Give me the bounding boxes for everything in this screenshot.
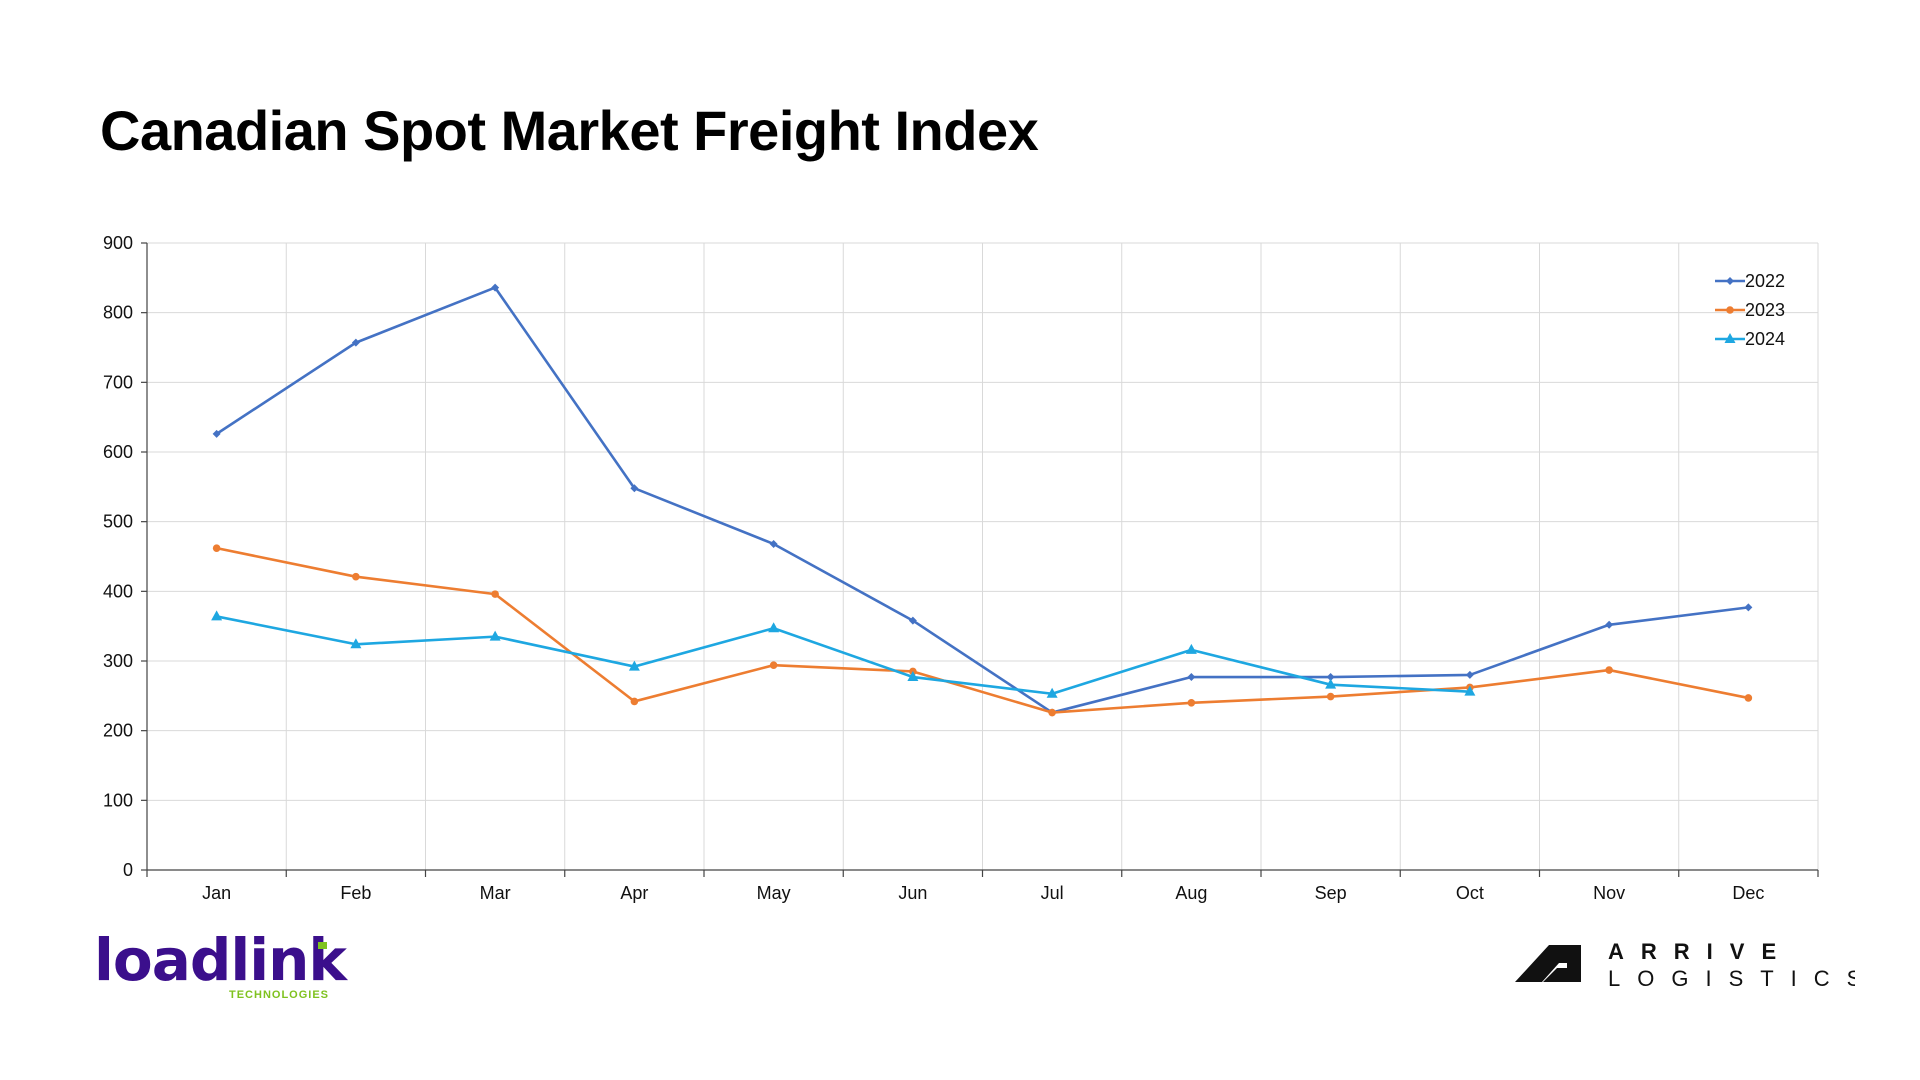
- data-point-2022: [351, 338, 360, 347]
- legend-label-2022: 2022: [1745, 271, 1785, 291]
- line-chart: 0 100 200 300 400 500 600 700 800 900 Jan Feb Mar Apr…: [103, 233, 1819, 903]
- x-tick-label: May: [757, 883, 791, 903]
- y-tick-label: 400: [103, 581, 133, 601]
- x-tick-label: Jan: [202, 883, 231, 903]
- data-point-2023: [1187, 699, 1196, 707]
- data-point-2023: [1744, 694, 1753, 702]
- arrive-wordmark: ARRIVE: [1608, 939, 1793, 964]
- data-point-2024: [1046, 687, 1058, 698]
- legend-label-2024: 2024: [1745, 329, 1785, 349]
- data-point-2022: [908, 616, 917, 625]
- legend-swatch-marker: [1726, 306, 1734, 314]
- y-tick-label: 600: [103, 442, 133, 462]
- loadlink-tagline: TECHNOLOGIES: [229, 989, 329, 1001]
- data-point-2023: [630, 697, 639, 706]
- y-tick-label: 200: [103, 721, 133, 741]
- data-point-2024: [211, 610, 223, 621]
- data-point-2023: [352, 572, 360, 581]
- y-tick-label: 100: [103, 790, 133, 810]
- y-tick-label: 300: [103, 651, 133, 671]
- data-point-2024: [489, 630, 501, 641]
- chart-grid: [147, 242, 1819, 870]
- data-point-2024: [768, 622, 780, 633]
- chart-legend: 2022 2023 2024: [1715, 271, 1785, 349]
- data-point-2022: [1744, 603, 1753, 612]
- data-point-2023: [1605, 666, 1613, 674]
- y-tick-label: 500: [103, 512, 133, 532]
- data-point-2024: [907, 671, 919, 682]
- data-point-2022: [212, 429, 221, 438]
- series-line-2023: [216, 546, 1749, 714]
- legend-label-2023: 2023: [1745, 300, 1785, 320]
- series-2024: [211, 610, 1476, 698]
- y-tick-label: 700: [103, 372, 133, 392]
- series-line-2024: [216, 615, 1470, 696]
- chart-title: Canadian Spot Market Freight Index: [100, 99, 1039, 162]
- arrive-logistics-logo: ARRIVE LOGISTICS: [1515, 939, 1855, 991]
- data-point-2022: [1187, 673, 1196, 682]
- data-point-2023: [212, 544, 221, 552]
- y-tick-label: 800: [103, 303, 133, 323]
- logistics-wordmark: LOGISTICS: [1608, 966, 1855, 991]
- x-tick-label: Apr: [620, 883, 648, 903]
- x-tick-label: Oct: [1456, 883, 1484, 903]
- data-point-2023: [1326, 692, 1335, 701]
- arrive-a-mark-icon: [1515, 945, 1581, 982]
- x-tick-label: Feb: [340, 883, 371, 903]
- series-line-2022: [215, 286, 1749, 714]
- legend-swatch-marker: [1726, 277, 1734, 285]
- y-tick-label: 900: [103, 233, 133, 253]
- data-point-2024: [1464, 685, 1476, 696]
- x-tick-label: Jun: [898, 883, 927, 903]
- data-point-2022: [769, 539, 778, 548]
- chart-series: [211, 283, 1753, 717]
- data-point-2022: [491, 283, 500, 292]
- loadlink-accent-icon: [318, 942, 327, 949]
- data-point-2024: [628, 660, 640, 671]
- chart-axes: 0 100 200 300 400 500 600 700 800 900 Jan Feb Mar Apr…: [103, 233, 1819, 903]
- data-point-2023: [491, 590, 499, 598]
- x-tick-label: Mar: [480, 883, 511, 903]
- x-tick-label: Aug: [1175, 883, 1207, 903]
- data-point-2022: [1326, 673, 1335, 682]
- data-point-2022: [1465, 670, 1474, 679]
- data-point-2024: [1325, 678, 1337, 689]
- x-tick-label: Sep: [1315, 883, 1347, 903]
- y-tick-label: 0: [123, 860, 133, 880]
- data-point-2024: [350, 638, 362, 649]
- loadlink-wordmark: loadlink: [94, 935, 348, 994]
- data-point-2023: [1048, 708, 1056, 717]
- x-tick-label: Nov: [1593, 883, 1625, 903]
- loadlink-logo: loadlink TECHNOLOGIES: [94, 935, 349, 1001]
- data-point-2022: [1605, 620, 1614, 629]
- data-point-2024: [1185, 643, 1197, 654]
- data-point-2023: [769, 661, 778, 669]
- data-point-2022: [630, 484, 639, 493]
- legend-swatch-marker: [1724, 333, 1736, 343]
- x-tick-label: Dec: [1732, 883, 1764, 903]
- x-tick-label: Jul: [1041, 883, 1064, 903]
